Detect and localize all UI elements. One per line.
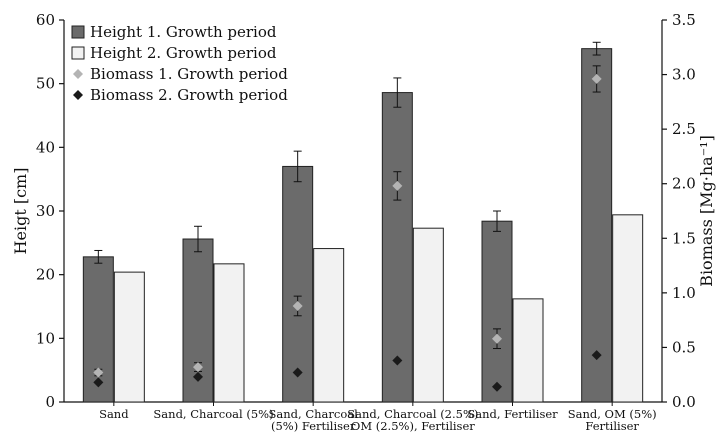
point-biomass-2: [292, 367, 303, 378]
category-label: Sand, Charcoal (2.5%): [347, 407, 478, 421]
point-biomass-1: [591, 73, 602, 84]
point-biomass-1: [292, 300, 303, 311]
bar-height-2: [313, 248, 345, 403]
category-label: OM (2.5%), Fertiliser: [351, 419, 475, 432]
bar-height-1: [581, 48, 613, 403]
bar-height-2: [412, 227, 444, 403]
left-tick-label: 40: [36, 138, 55, 156]
point-biomass-1: [492, 333, 502, 344]
legend-swatch-bar: [71, 46, 85, 60]
legend-label: Biomass 1. Growth period: [90, 65, 288, 83]
right-tick-label: 1.0: [672, 284, 696, 302]
bar-height-1: [282, 165, 314, 403]
category-label: Sand, Charcoal (5%): [153, 407, 273, 421]
point-biomass-2: [492, 381, 502, 392]
point-biomass-1: [193, 362, 203, 373]
left-tick-label: 10: [36, 329, 55, 347]
point-biomass-2: [93, 377, 104, 388]
right-tick-label: 0.5: [672, 338, 696, 356]
biomass-points: [93, 65, 602, 392]
y-axis-right-title: Biomass [Mg·ha⁻¹]: [697, 135, 716, 287]
y-axis-title: Heigt [cm]: [11, 168, 30, 255]
right-tick-label: 3.0: [672, 66, 696, 84]
point-biomass-1: [392, 180, 403, 191]
bar-height-2: [213, 263, 245, 403]
left-tick-label: 20: [36, 266, 55, 284]
legend-label: Height 1. Growth period: [90, 23, 277, 41]
left-tick-label: 50: [36, 75, 55, 93]
category-label: Sand, Fertiliser: [467, 407, 558, 421]
point-biomass-1: [93, 367, 104, 378]
right-tick-label: 2.5: [672, 120, 696, 138]
left-tick-label: 30: [36, 202, 55, 220]
legend-swatch-point: [73, 90, 83, 100]
axes: 0 10 20 30 40 50 60 0.0 0.5 1.0 1.5 2.0 2.5 3.0 3.5 Hei…: [11, 11, 716, 432]
bar-height-1: [381, 92, 413, 403]
bar-height-2: [512, 298, 544, 403]
category-label: Sand: [99, 407, 129, 421]
bars: [82, 41, 644, 403]
legend: Height 1. Growth period Height 2. Growth …: [71, 23, 288, 104]
legend-label: Height 2. Growth period: [90, 44, 277, 62]
right-tick-label: 2.0: [672, 175, 696, 193]
category-label: Sand, Charcoal: [269, 407, 359, 421]
right-tick-label: 0.0: [672, 393, 696, 411]
category-label: Fertiliser: [585, 419, 639, 432]
point-biomass-2: [392, 355, 403, 366]
category-label: Sand, OM (5%): [568, 407, 657, 421]
right-tick-label: 1.5: [672, 229, 696, 247]
point-biomass-2: [193, 371, 203, 382]
bar-height-2: [113, 271, 145, 403]
category-label: (5%) Fertiliser: [271, 419, 356, 432]
left-tick-label: 0: [45, 393, 55, 411]
legend-swatch-bar: [71, 25, 85, 39]
bar-height-2: [612, 214, 644, 403]
legend-label: Biomass 2. Growth period: [90, 86, 288, 104]
right-tick-label: 3.5: [672, 11, 696, 29]
point-biomass-2: [591, 350, 602, 361]
legend-swatch-point: [73, 69, 83, 79]
bar-height-1: [481, 220, 513, 403]
left-tick-label: 60: [36, 11, 55, 29]
